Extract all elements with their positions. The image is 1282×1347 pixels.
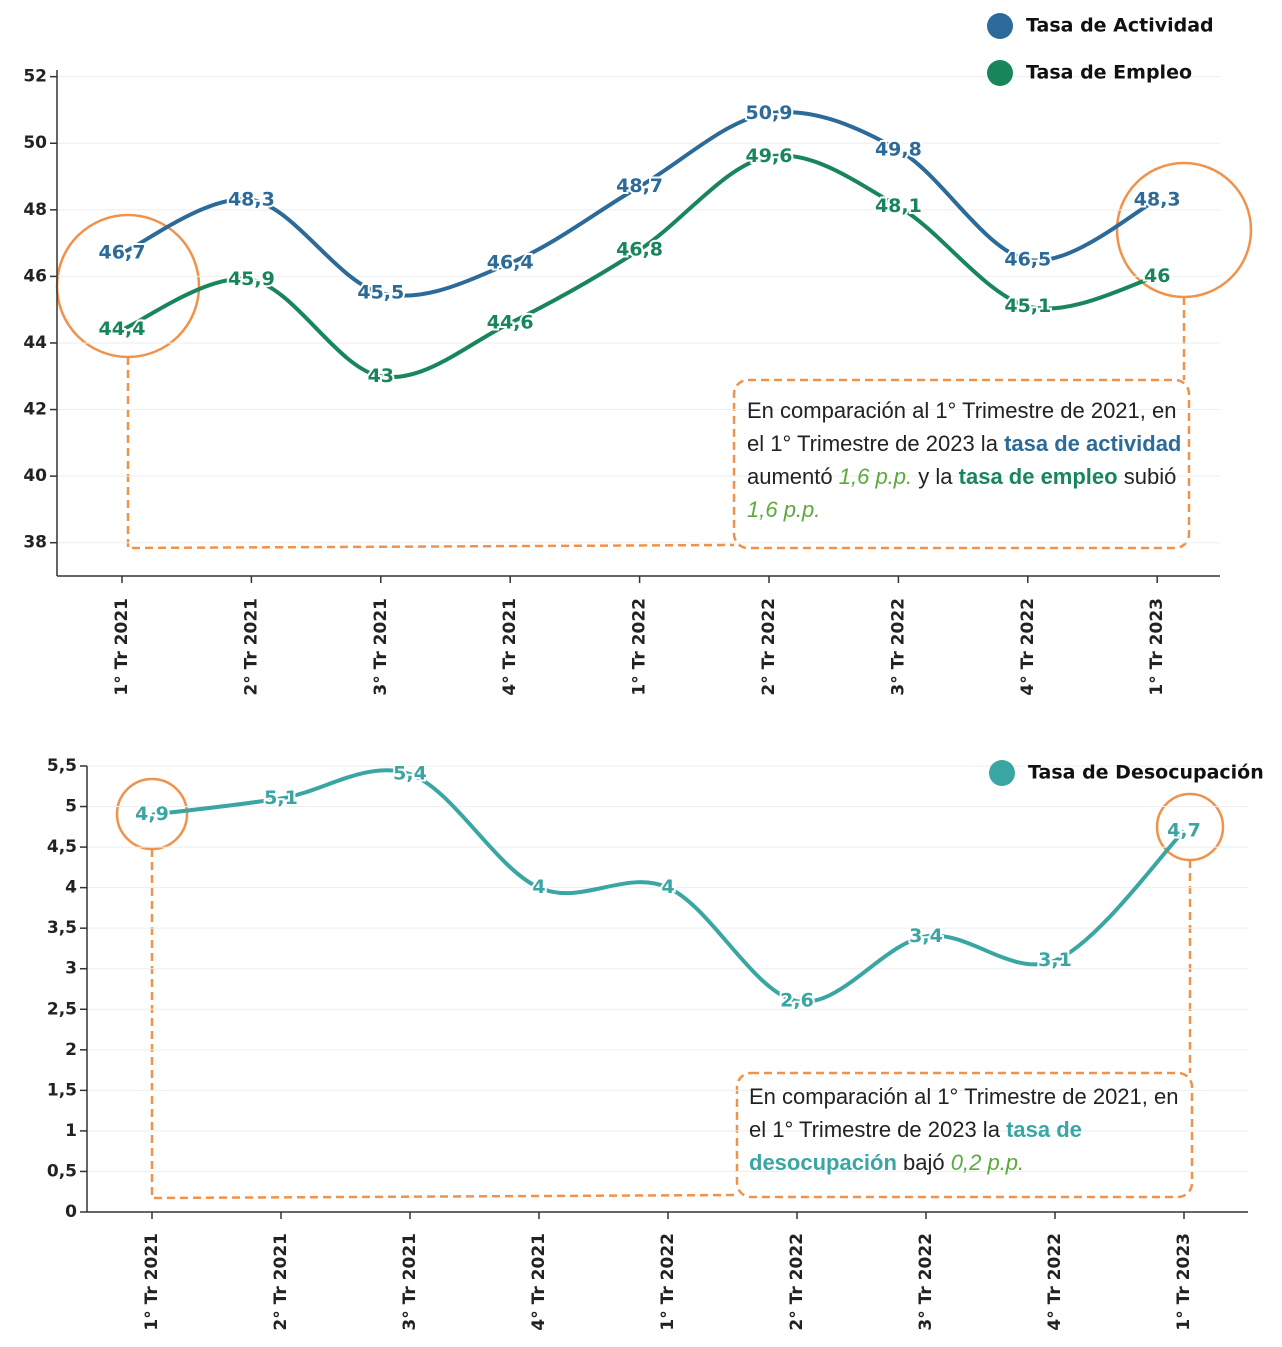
y-tick-label: 4 bbox=[65, 878, 77, 898]
highlights bbox=[55, 161, 1253, 1200]
data-label: 48,3 bbox=[228, 188, 275, 210]
data-label: 3,1 bbox=[1038, 949, 1072, 971]
y-tick-label: 2 bbox=[65, 1040, 77, 1060]
y-tick-label: 2,5 bbox=[47, 999, 77, 1019]
data-label: 4 bbox=[661, 876, 674, 898]
y-tick-label: 0 bbox=[65, 1202, 77, 1222]
legend-swatch bbox=[989, 760, 1015, 786]
y-tick-label: 46 bbox=[23, 266, 47, 286]
data-label: 3,4 bbox=[909, 925, 943, 947]
data-label: 49,8 bbox=[875, 138, 922, 160]
y-tick-label: 3,5 bbox=[47, 918, 77, 938]
data-label: 44,4 bbox=[99, 318, 146, 340]
annotation-text: tasa de desocupación bbox=[749, 1117, 1082, 1175]
legend-label: Tasa de Actividad bbox=[1026, 15, 1214, 37]
annotation: En comparación al 1° Trimestre de 2021, … bbox=[749, 1080, 1189, 1179]
data-label: 5,4 bbox=[393, 763, 427, 785]
annotation-text: 1,6 p.p. bbox=[747, 497, 821, 522]
y-tick-label: 4,5 bbox=[47, 837, 77, 857]
data-label: 4,9 bbox=[135, 803, 169, 825]
x-tick-label: 3° Tr 2021 bbox=[371, 598, 391, 696]
annotation-text: tasa de actividad bbox=[1004, 431, 1182, 456]
data-label: 44,6 bbox=[487, 312, 534, 334]
x-tick-label: 4° Tr 2021 bbox=[500, 598, 520, 696]
data-label: 46 bbox=[1144, 265, 1170, 287]
y-tick-label: 52 bbox=[23, 67, 47, 87]
annotation-text: subió bbox=[1123, 464, 1177, 489]
y-tick-label: 50 bbox=[23, 133, 47, 153]
x-tick-label: 1° Tr 2023 bbox=[1174, 1233, 1194, 1331]
connector bbox=[150, 849, 738, 1200]
annotation-box bbox=[735, 1071, 1194, 1199]
x-tick-label: 3° Tr 2022 bbox=[888, 598, 908, 696]
legend-swatch bbox=[987, 13, 1013, 39]
data-label: 48,7 bbox=[616, 175, 663, 197]
x-tick-label: 1° Tr 2023 bbox=[1147, 598, 1167, 696]
x-tick-label: 3° Tr 2022 bbox=[916, 1233, 936, 1331]
x-tick-label: 4° Tr 2022 bbox=[1018, 598, 1038, 696]
highlight-circle bbox=[1115, 161, 1253, 299]
annotation-text: En comparación al 1° Trimestre de 2021, … bbox=[747, 398, 1177, 456]
data-label: 4,7 bbox=[1167, 819, 1201, 841]
annotation-text: En comparación al 1° Trimestre de 2021, … bbox=[749, 1084, 1179, 1142]
x-tick-label: 1° Tr 2022 bbox=[630, 598, 650, 696]
x-tick-label: 2° Tr 2022 bbox=[759, 598, 779, 696]
data-label: 45,1 bbox=[1004, 295, 1051, 317]
y-tick-label: 42 bbox=[23, 400, 47, 420]
x-tick-label: 3° Tr 2021 bbox=[400, 1233, 420, 1331]
x-tick-label: 1° Tr 2022 bbox=[658, 1233, 678, 1331]
legend-swatch bbox=[987, 60, 1013, 86]
legend-label: Tasa de Empleo bbox=[1026, 62, 1192, 84]
data-label: 46,5 bbox=[1004, 248, 1051, 270]
data-label: 48,1 bbox=[875, 195, 922, 217]
data-label: 4 bbox=[532, 876, 545, 898]
annotation-text: tasa de empleo bbox=[958, 464, 1118, 489]
x-tick-label: 4° Tr 2022 bbox=[1045, 1233, 1065, 1331]
x-tick-label: 2° Tr 2022 bbox=[787, 1233, 807, 1331]
line bbox=[151, 768, 1186, 1004]
data-label: 49,6 bbox=[746, 145, 793, 167]
x-tick-label: 2° Tr 2021 bbox=[241, 598, 261, 696]
y-tick-label: 0,5 bbox=[47, 1161, 77, 1181]
y-tick-label: 5,5 bbox=[47, 756, 77, 776]
x-tick-label: 1° Tr 2021 bbox=[142, 1233, 162, 1331]
annotation-text: bajó bbox=[903, 1150, 945, 1175]
data-label: 2,6 bbox=[780, 990, 814, 1012]
y-tick-label: 1 bbox=[65, 1121, 77, 1141]
x-tick-label: 2° Tr 2021 bbox=[271, 1233, 291, 1331]
annotation-text: y la bbox=[918, 464, 953, 489]
annotation-text: aumentó bbox=[747, 464, 833, 489]
y-tick-label: 44 bbox=[23, 333, 47, 353]
line bbox=[121, 153, 1158, 380]
annotation-text: 1,6 p.p. bbox=[838, 464, 913, 489]
annotation-text: 0,2 p.p. bbox=[950, 1150, 1025, 1175]
connector bbox=[126, 357, 735, 550]
data-label: 46,7 bbox=[99, 242, 146, 264]
data-label: 45,9 bbox=[228, 268, 275, 290]
data-label: 45,5 bbox=[357, 282, 404, 304]
data-label: 5,1 bbox=[264, 787, 298, 809]
x-tick-label: 4° Tr 2021 bbox=[529, 1233, 549, 1331]
y-tick-label: 48 bbox=[23, 200, 47, 220]
x-tick-label: 1° Tr 2021 bbox=[112, 598, 132, 696]
line bbox=[121, 110, 1159, 298]
y-tick-label: 3 bbox=[65, 959, 77, 979]
data-label: 50,9 bbox=[746, 102, 793, 124]
annotation-box bbox=[732, 378, 1191, 550]
legend-label: Tasa de Desocupación bbox=[1028, 762, 1264, 784]
data-label: 43 bbox=[368, 365, 394, 387]
y-tick-label: 1,5 bbox=[47, 1080, 77, 1100]
data-label: 48,3 bbox=[1134, 188, 1181, 210]
y-tick-label: 5 bbox=[65, 797, 77, 817]
y-tick-label: 38 bbox=[23, 533, 47, 553]
annotation: En comparación al 1° Trimestre de 2021, … bbox=[747, 394, 1187, 526]
data-label: 46,8 bbox=[616, 238, 663, 260]
data-label: 46,4 bbox=[487, 252, 534, 274]
y-tick-label: 40 bbox=[23, 466, 47, 486]
